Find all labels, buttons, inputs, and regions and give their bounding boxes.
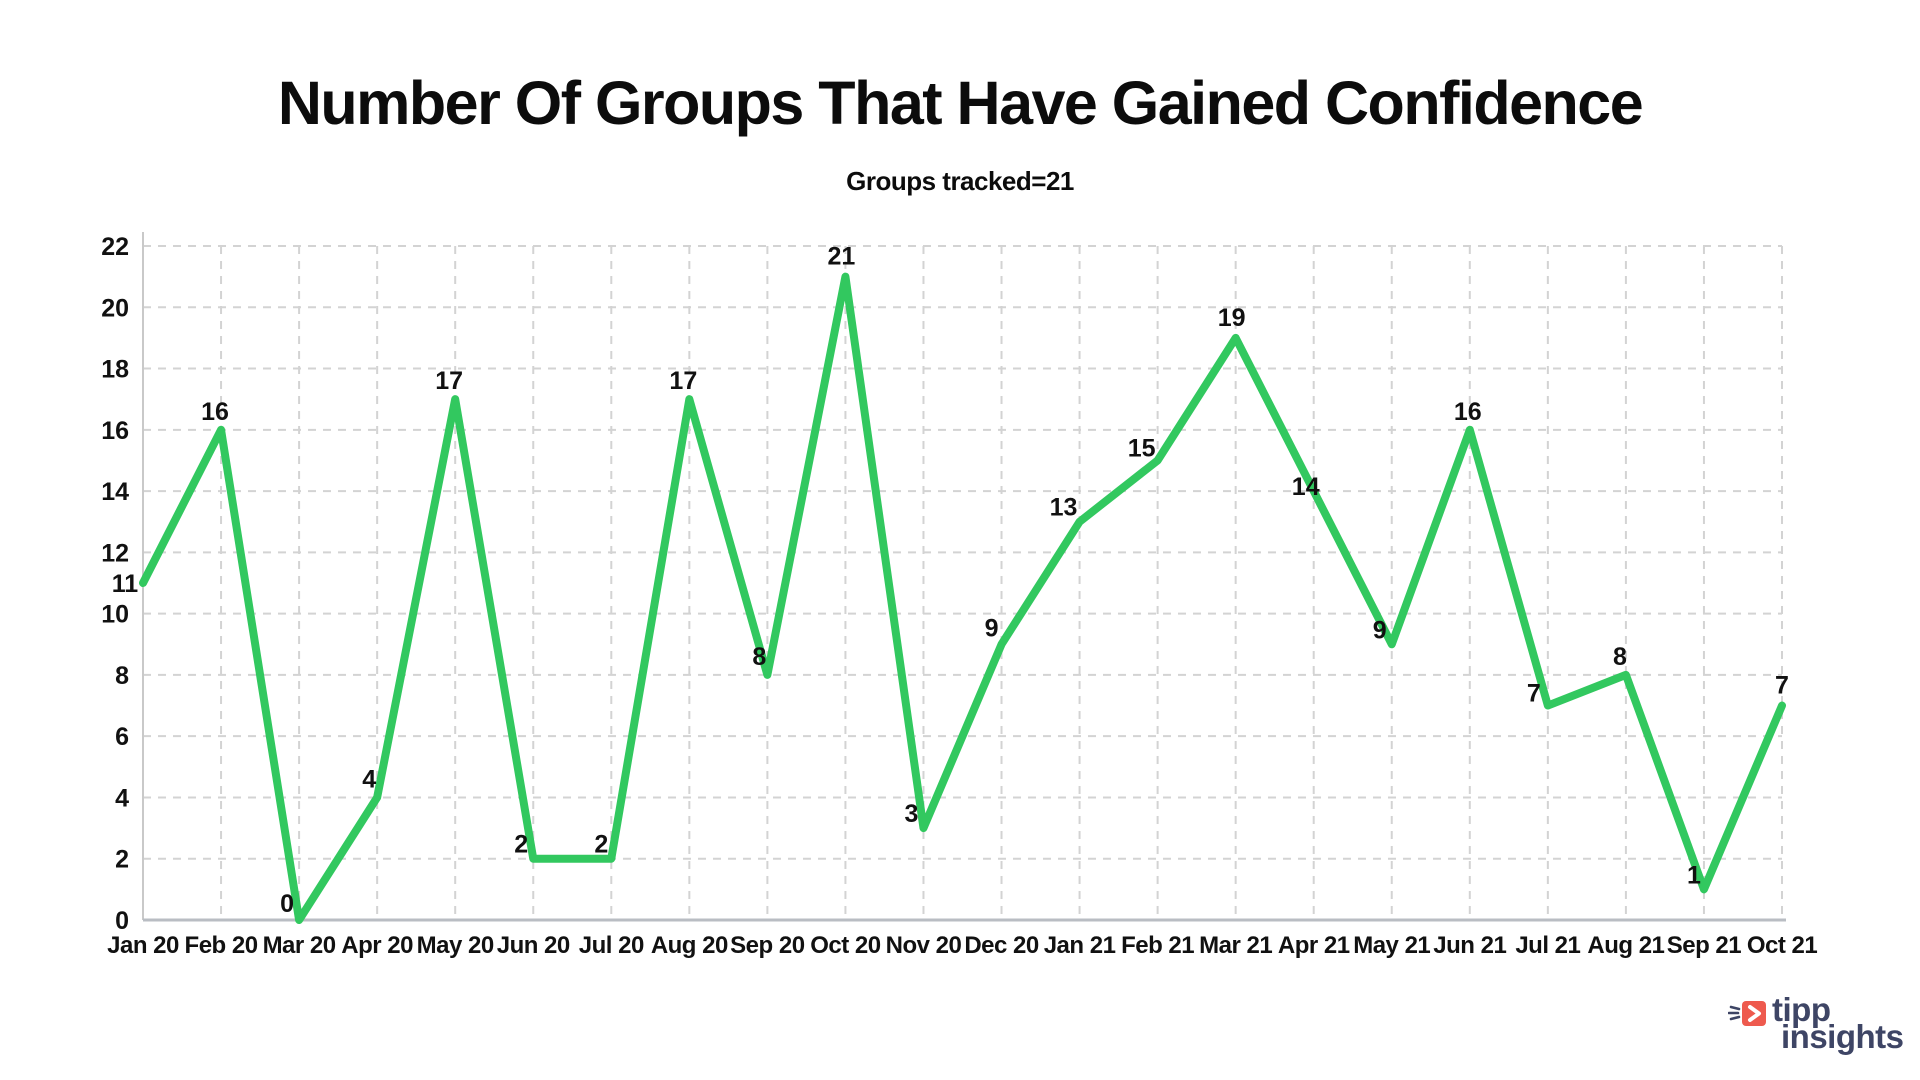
logo-text: tipp insights xyxy=(1772,991,1904,1056)
point-value-label: 2 xyxy=(594,831,608,859)
point-value-label: 17 xyxy=(669,367,697,395)
point-value-label: 4 xyxy=(362,765,376,793)
x-tick-label: Mar 21 xyxy=(1199,932,1272,959)
x-tick-label: Oct 20 xyxy=(810,932,881,959)
point-value-label: 0 xyxy=(280,890,294,918)
x-tick-label: Jan 20 xyxy=(107,932,179,959)
megaphone-icon xyxy=(1728,1001,1766,1026)
y-tick-label: 10 xyxy=(101,601,129,629)
x-tick-label: Feb 20 xyxy=(185,932,258,959)
x-tick-label: Oct 21 xyxy=(1747,932,1818,959)
x-tick-label: Aug 20 xyxy=(651,932,728,959)
x-tick-label: Feb 21 xyxy=(1121,932,1194,959)
point-value-label: 2 xyxy=(514,831,528,859)
chart-subtitle: Groups tracked=21 xyxy=(846,166,1074,196)
x-tick-label: Sep 21 xyxy=(1667,932,1742,959)
logo-text-insights: insights xyxy=(1781,1018,1904,1056)
x-tick-label: Jan 21 xyxy=(1044,932,1116,959)
x-tick-label: Jul 20 xyxy=(579,932,644,959)
x-tick-label: Aug 21 xyxy=(1587,932,1664,959)
x-tick-label: May 21 xyxy=(1353,932,1430,959)
x-tick-label: Apr 20 xyxy=(341,932,413,959)
y-tick-label: 12 xyxy=(101,539,129,567)
x-tick-label: Mar 20 xyxy=(263,932,336,959)
point-value-label: 11 xyxy=(112,570,139,598)
logo-text-tipp: tipp xyxy=(1772,991,1831,1028)
y-tick-label: 4 xyxy=(115,784,129,812)
chart-title: Number Of Groups That Have Gained Confid… xyxy=(277,69,1644,137)
tipp-insights-logo: tipp insights xyxy=(1728,991,1904,1056)
data-series-line xyxy=(139,272,1786,924)
y-tick-label: 20 xyxy=(101,294,129,322)
point-value-label: 7 xyxy=(1775,672,1789,700)
y-tick-label: 6 xyxy=(115,723,129,751)
y-tick-label: 2 xyxy=(115,846,129,874)
x-tick-label: Jul 21 xyxy=(1515,932,1580,959)
point-value-label: 8 xyxy=(752,643,766,671)
y-tick-label: 0 xyxy=(115,907,129,935)
point-value-label: 16 xyxy=(1454,398,1482,426)
x-tick-label: Dec 20 xyxy=(964,932,1039,959)
x-tick-label: Jun 21 xyxy=(1433,932,1506,959)
point-value-label: 9 xyxy=(1373,616,1387,644)
point-value-label: 17 xyxy=(435,367,463,395)
point-value-label: 7 xyxy=(1527,680,1541,708)
x-tick-label: Nov 20 xyxy=(886,932,962,959)
x-tick-label: Jun 20 xyxy=(497,932,570,959)
x-tick-label: May 20 xyxy=(417,932,494,959)
x-tick-label: Sep 20 xyxy=(730,932,805,959)
point-value-label: 9 xyxy=(985,614,999,642)
y-tick-label: 14 xyxy=(101,478,129,506)
y-tick-label: 18 xyxy=(101,356,129,384)
y-tick-label: 16 xyxy=(101,417,129,445)
point-value-label: 19 xyxy=(1218,304,1246,332)
point-value-label: 16 xyxy=(201,398,229,426)
y-tick-label: 8 xyxy=(115,662,129,690)
point-value-label: 13 xyxy=(1050,494,1078,522)
x-tick-label: Apr 21 xyxy=(1278,932,1350,959)
point-value-label: 3 xyxy=(905,800,919,828)
point-value-label: 8 xyxy=(1613,643,1627,671)
point-value-label: 21 xyxy=(828,243,856,271)
point-value-label: 15 xyxy=(1128,434,1156,462)
point-value-label: 1 xyxy=(1687,861,1701,889)
y-tick-label: 22 xyxy=(101,233,129,261)
point-value-label: 14 xyxy=(1292,473,1320,501)
